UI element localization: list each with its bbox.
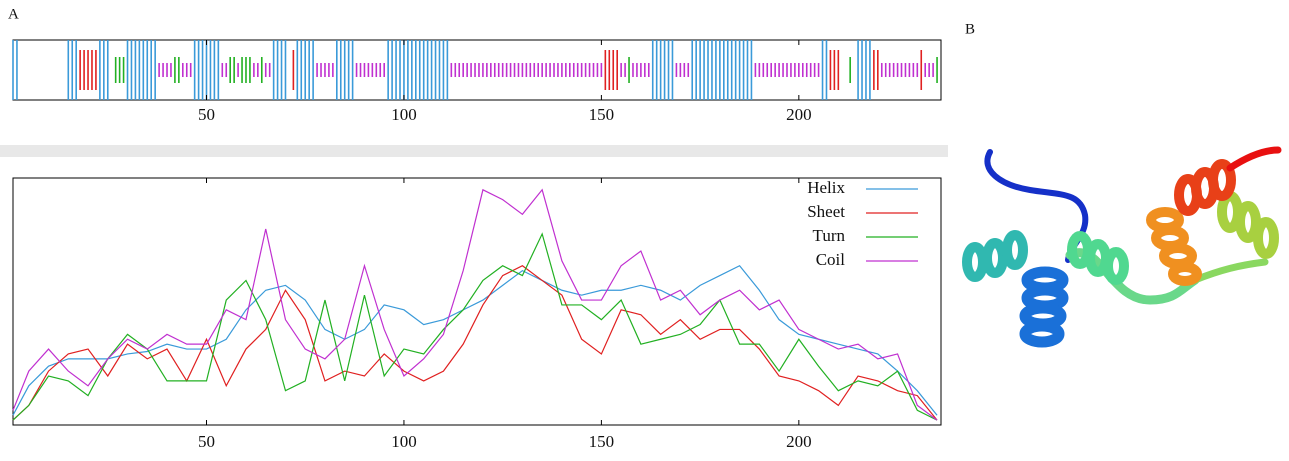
x-tick-label: 50	[198, 432, 215, 451]
legend-label: Coil	[816, 250, 846, 269]
x-tick-label: 50	[198, 105, 215, 124]
legend-label: Sheet	[807, 202, 845, 221]
legend-label: Turn	[813, 226, 846, 245]
page: A B 50 100 150 200 Helix Sheet Turn Coil 50 100 15…	[0, 0, 1289, 461]
x-tick-label: 150	[589, 432, 615, 451]
panel-label: A	[8, 6, 19, 22]
x-tick-label: 200	[786, 105, 812, 124]
x-tick-label: 200	[786, 432, 812, 451]
series-line	[13, 190, 937, 420]
series-line	[13, 234, 937, 420]
x-tick-label: 100	[391, 105, 417, 124]
legend-label: Helix	[807, 178, 845, 197]
protein-ribbon	[967, 150, 1278, 342]
figure: A B 50 100 150 200 Helix Sheet Turn Coil 50 100 15…	[0, 0, 1289, 456]
x-tick-label: 150	[589, 105, 615, 124]
plot-frame	[13, 40, 941, 100]
panel-label: B	[965, 21, 975, 37]
series-line	[13, 266, 937, 420]
separator	[0, 145, 948, 157]
x-tick-label: 100	[391, 432, 417, 451]
